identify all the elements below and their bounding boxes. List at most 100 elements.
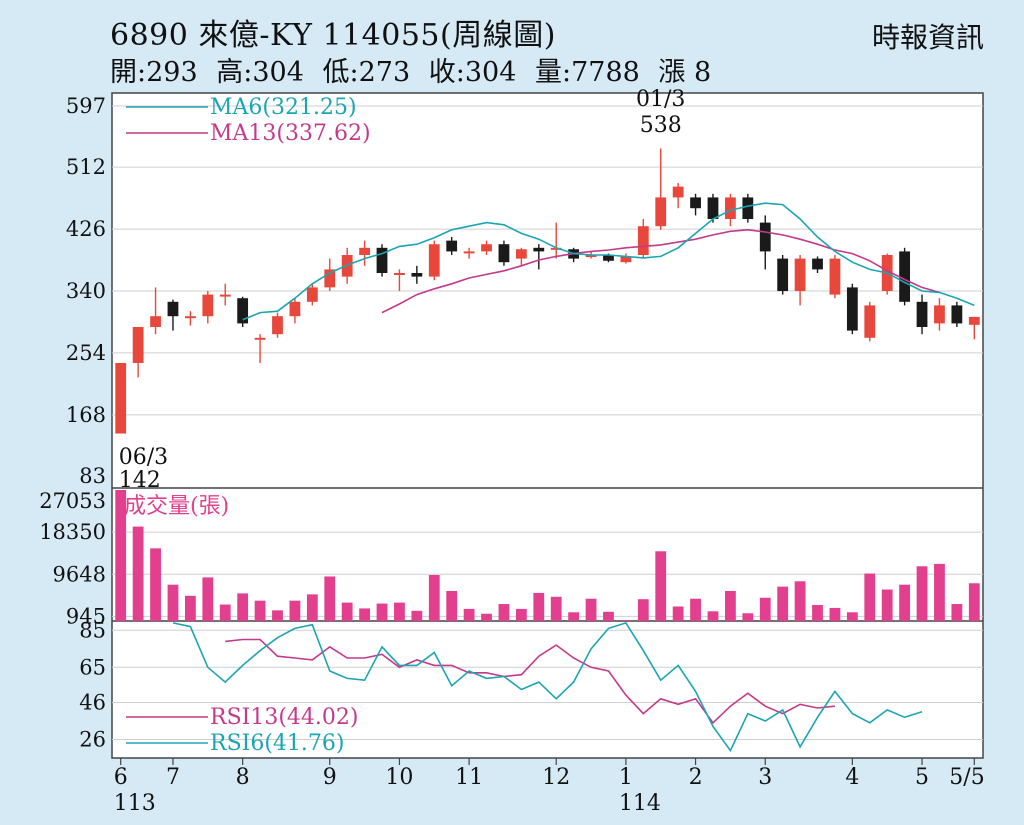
candle-body [725, 197, 736, 220]
candle-body [115, 362, 127, 434]
price-tick-label: 512 [66, 155, 106, 179]
candle-body [934, 305, 945, 324]
candle-body [202, 294, 214, 317]
summary-volume: 量:7788 [535, 57, 640, 88]
candle-body [219, 294, 231, 297]
candle-body [846, 287, 858, 331]
volume-bar [411, 610, 423, 621]
x-tick-label: 4 [845, 765, 859, 790]
candle-body [690, 197, 701, 209]
volume-bar [498, 604, 510, 621]
volume-bar [620, 620, 632, 621]
volume-bar [446, 590, 458, 621]
candle-body [533, 247, 545, 252]
volume-bar [463, 608, 475, 621]
volume-bar [707, 611, 719, 621]
x-tick-year-label: 113 [114, 791, 156, 816]
rsi6-line [172, 621, 923, 753]
x-tick-label: 11 [455, 765, 483, 790]
volume-bar [846, 612, 858, 621]
candle-body [899, 251, 911, 302]
volume-bar [306, 594, 318, 621]
price-tick-label: 254 [66, 341, 106, 365]
volume-bar [777, 586, 789, 621]
volume-bar [742, 613, 754, 621]
candle-body [254, 337, 266, 340]
rsi-tick-label: 85 [79, 618, 106, 642]
candle-body [829, 258, 841, 295]
volume-bar [132, 526, 144, 621]
volume-bar [237, 593, 249, 621]
annotation-date: 06/3 [119, 445, 168, 470]
candle-body [132, 326, 144, 363]
volume-bar [812, 605, 823, 621]
price-summary: 開:293 高:304 低:273 收:304 量:7788 漲 8 [110, 50, 721, 89]
x-tick-year-label: 114 [619, 791, 661, 816]
volume-bar [864, 573, 876, 621]
rsi13-legend-label: RSI13(44.02) [210, 705, 358, 730]
rsi6-legend-label: RSI6(41.76) [210, 731, 344, 756]
summary-low: 低:273 [322, 57, 411, 88]
ma6-legend-label: MA6(321.25) [210, 95, 357, 120]
candle-body [742, 197, 754, 220]
volume-bar [672, 606, 684, 621]
candle-body [324, 269, 336, 288]
candle-body [237, 298, 249, 324]
candle-body [446, 240, 458, 252]
volume-bar [916, 566, 928, 621]
summary-close: 收:304 [428, 57, 517, 88]
candle-body [463, 251, 475, 254]
candle-body [272, 316, 283, 335]
volume-bar [167, 584, 179, 621]
x-tick-label: 12 [542, 765, 570, 790]
price-tick-label: 340 [66, 279, 106, 303]
chart-title: 6890 來億-KY 114055(周線圖) [110, 18, 556, 53]
x-tick-label: 2 [689, 765, 703, 790]
volume-bar [394, 602, 405, 621]
candle-body [916, 301, 928, 327]
volume-bar [428, 574, 440, 621]
volume-bar [150, 548, 161, 621]
price-tick-label: 426 [66, 217, 106, 241]
volume-bar [951, 604, 963, 621]
candle-body [637, 226, 649, 256]
candle-body [150, 316, 161, 327]
x-tick-label: 5 [915, 765, 929, 790]
x-tick-label: 5/5 [949, 765, 984, 790]
volume-bar [603, 611, 614, 621]
volume-bar [899, 584, 911, 621]
volume-bar [881, 589, 893, 621]
candle-body [794, 258, 806, 291]
candle-body [411, 273, 423, 277]
ma13-line [381, 228, 940, 314]
volume-bar [655, 551, 667, 621]
candle-body [498, 244, 510, 263]
x-tick-label: 10 [385, 765, 413, 790]
volume-bar [272, 610, 283, 621]
candle-body [550, 247, 562, 250]
summary-open: 開:293 [110, 57, 198, 88]
candle-body [759, 222, 771, 252]
price-tick-label: 597 [66, 94, 106, 118]
volume-bar [324, 576, 336, 621]
candle-body [620, 256, 632, 263]
volume-bar [934, 563, 945, 621]
rsi13-line [225, 638, 835, 725]
summary-change: 漲 8 [658, 57, 712, 88]
candle-body [306, 287, 318, 302]
volume-bar [515, 608, 527, 621]
candle-body [184, 316, 196, 319]
candle-body [951, 305, 963, 324]
candle-body [359, 247, 370, 256]
volume-tick-label: 18350 [39, 520, 106, 544]
x-tick-label: 9 [323, 765, 337, 790]
candle-body [585, 255, 597, 258]
price-tick-label: 83 [79, 464, 106, 488]
volume-bar [359, 608, 370, 621]
annotation-value: 538 [640, 113, 682, 138]
volume-bar [550, 596, 562, 621]
volume-bar [289, 600, 301, 621]
volume-bar [829, 607, 841, 621]
volume-bar [184, 595, 196, 621]
